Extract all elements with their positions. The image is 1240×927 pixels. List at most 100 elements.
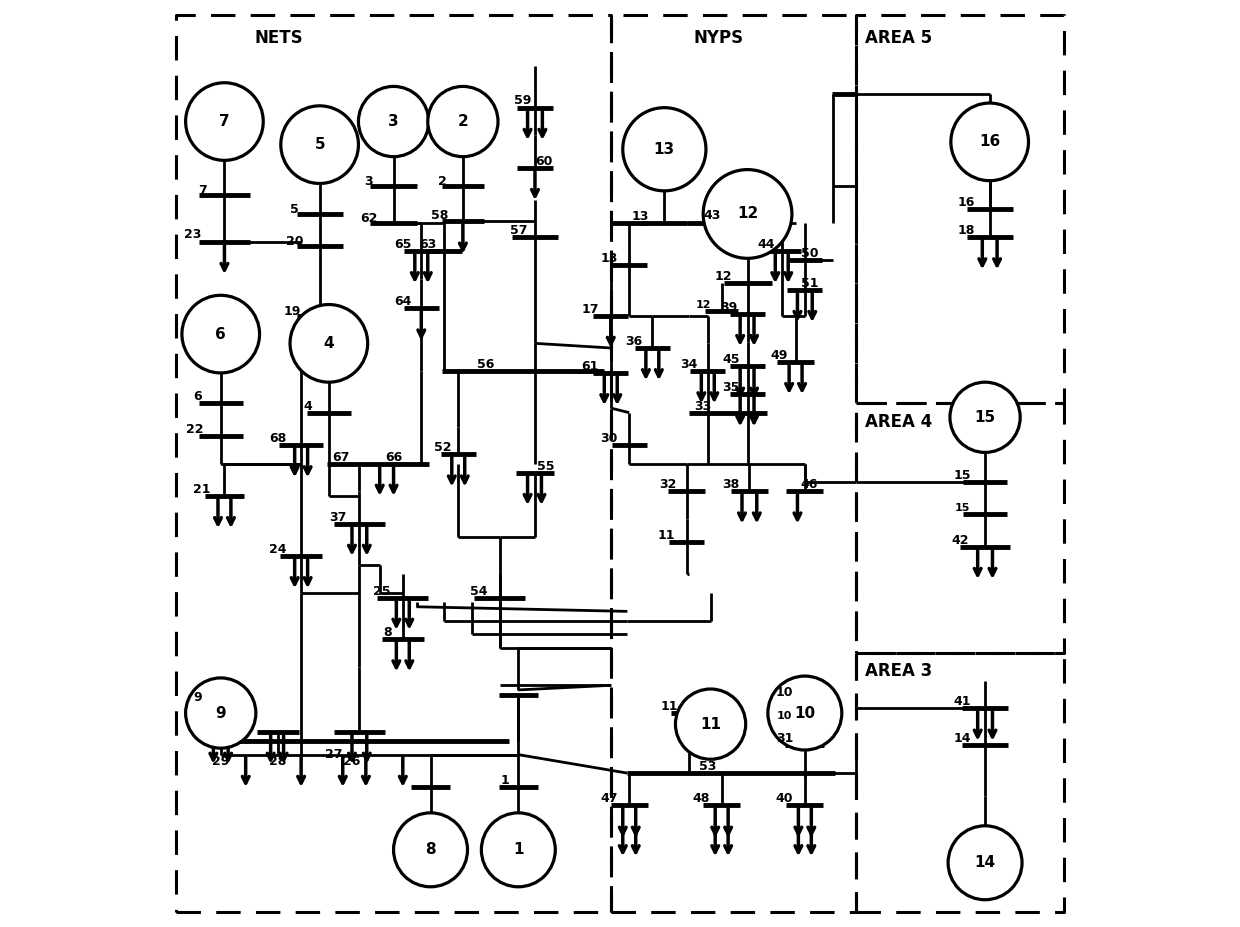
Circle shape — [951, 103, 1028, 181]
Text: 1: 1 — [500, 774, 508, 787]
Text: 56: 56 — [477, 358, 495, 371]
Circle shape — [622, 108, 706, 191]
Text: 4: 4 — [324, 336, 335, 350]
Circle shape — [186, 678, 255, 748]
Text: 54: 54 — [470, 585, 487, 598]
Text: 16: 16 — [957, 197, 976, 210]
Text: 46: 46 — [801, 478, 818, 491]
Text: 37: 37 — [330, 511, 347, 524]
Circle shape — [703, 170, 792, 259]
Text: 5: 5 — [290, 203, 299, 216]
Text: 29: 29 — [212, 755, 229, 768]
Text: 13: 13 — [631, 210, 649, 223]
Text: 57: 57 — [510, 224, 527, 237]
Text: 64: 64 — [394, 296, 412, 309]
Text: 44: 44 — [758, 238, 775, 251]
Text: 50: 50 — [801, 248, 818, 260]
Text: 21: 21 — [192, 483, 210, 496]
Text: 47: 47 — [600, 793, 618, 806]
Text: 10: 10 — [776, 711, 792, 721]
Text: 39: 39 — [720, 300, 738, 314]
Text: 17: 17 — [582, 302, 599, 316]
Text: 2: 2 — [438, 175, 446, 188]
Text: 61: 61 — [582, 360, 599, 373]
Text: 59: 59 — [515, 94, 532, 107]
Text: 41: 41 — [954, 695, 971, 708]
Text: 22: 22 — [186, 423, 203, 436]
Text: 14: 14 — [954, 732, 971, 745]
Text: 49: 49 — [770, 349, 787, 362]
Circle shape — [481, 813, 556, 887]
Text: 65: 65 — [394, 238, 412, 251]
Text: 9: 9 — [216, 705, 226, 720]
Text: 53: 53 — [699, 760, 717, 773]
Text: 5: 5 — [314, 137, 325, 152]
Text: 15: 15 — [955, 502, 970, 513]
Text: 12: 12 — [696, 299, 711, 310]
Circle shape — [186, 83, 263, 160]
Text: 62: 62 — [360, 212, 377, 225]
Text: 10: 10 — [776, 686, 794, 699]
Text: 38: 38 — [722, 478, 739, 491]
Text: 8: 8 — [383, 626, 392, 639]
Text: 60: 60 — [536, 155, 553, 168]
Text: 55: 55 — [537, 460, 554, 473]
Circle shape — [358, 86, 429, 157]
Text: 34: 34 — [681, 358, 698, 371]
Text: 1: 1 — [513, 843, 523, 857]
Text: 7: 7 — [198, 184, 207, 197]
Circle shape — [280, 106, 358, 184]
Text: 8: 8 — [425, 843, 435, 857]
Text: 32: 32 — [660, 478, 677, 491]
Text: 52: 52 — [434, 441, 451, 454]
Text: 40: 40 — [776, 793, 794, 806]
Text: AREA 3: AREA 3 — [866, 662, 932, 680]
Text: 20: 20 — [286, 235, 304, 248]
Text: 43: 43 — [704, 210, 722, 222]
Text: 12: 12 — [714, 271, 733, 284]
Text: 6: 6 — [216, 326, 226, 342]
Text: 33: 33 — [694, 400, 712, 413]
Text: 9: 9 — [193, 691, 202, 704]
Text: 14: 14 — [975, 856, 996, 870]
Text: 3: 3 — [388, 114, 399, 129]
Text: 63: 63 — [419, 238, 436, 251]
Text: AREA 5: AREA 5 — [866, 29, 932, 47]
Text: 66: 66 — [384, 451, 402, 464]
Text: 51: 51 — [801, 277, 818, 290]
Text: 4: 4 — [304, 400, 312, 413]
Circle shape — [428, 86, 498, 157]
Circle shape — [393, 813, 467, 887]
Text: 28: 28 — [269, 755, 286, 768]
Circle shape — [676, 689, 745, 759]
Text: 30: 30 — [600, 432, 618, 445]
Text: 11: 11 — [657, 529, 675, 542]
Text: 42: 42 — [951, 534, 968, 547]
Text: NYPS: NYPS — [694, 29, 744, 47]
Text: 13: 13 — [600, 252, 618, 265]
Text: 15: 15 — [954, 469, 971, 482]
Text: 16: 16 — [980, 134, 1001, 149]
Circle shape — [290, 305, 368, 382]
Text: 48: 48 — [693, 793, 711, 806]
Text: 24: 24 — [269, 543, 286, 556]
Text: AREA 4: AREA 4 — [866, 413, 932, 431]
Text: 31: 31 — [776, 732, 794, 745]
Text: 12: 12 — [737, 207, 758, 222]
Circle shape — [182, 296, 259, 373]
Text: 15: 15 — [975, 410, 996, 425]
Text: 35: 35 — [722, 381, 739, 394]
Text: 10: 10 — [795, 705, 816, 720]
Circle shape — [949, 826, 1022, 900]
Text: 13: 13 — [653, 142, 675, 157]
Text: 25: 25 — [373, 585, 391, 598]
Text: 68: 68 — [269, 432, 286, 445]
Circle shape — [768, 676, 842, 750]
Text: 7: 7 — [219, 114, 229, 129]
Text: 19: 19 — [283, 304, 300, 318]
Text: 27: 27 — [325, 748, 342, 761]
Text: 36: 36 — [625, 335, 642, 348]
Text: 45: 45 — [722, 353, 739, 366]
Text: 26: 26 — [343, 755, 361, 768]
Text: 2: 2 — [458, 114, 469, 129]
